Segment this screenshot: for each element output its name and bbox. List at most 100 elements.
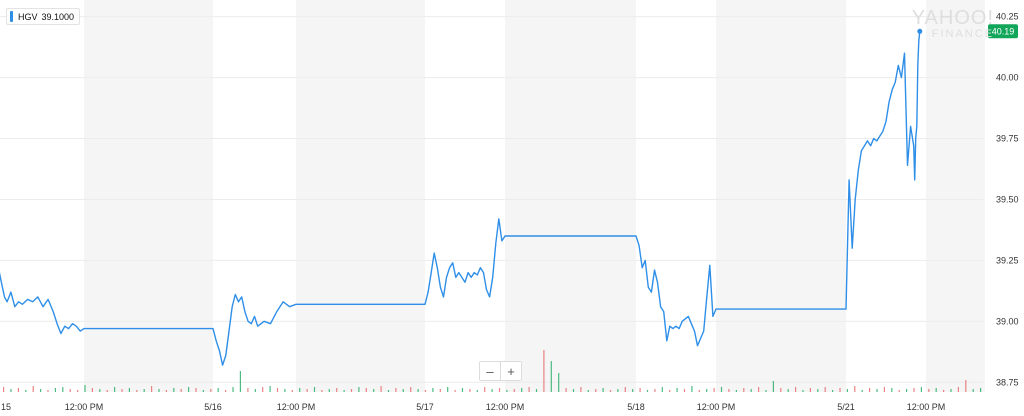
ticker-chip[interactable]: HGV 39.1000 xyxy=(6,8,81,25)
volume-bar xyxy=(624,387,626,392)
volume-bar xyxy=(661,387,663,392)
volume-bar xyxy=(121,389,123,392)
volume-bar xyxy=(980,388,982,392)
session-band xyxy=(926,0,985,392)
volume-bar xyxy=(165,390,167,392)
volume-bar xyxy=(491,389,493,392)
volume-bar xyxy=(832,390,834,392)
y-tick-label: 39.50 xyxy=(996,194,1019,204)
volume-bar xyxy=(69,389,71,392)
volume-bar xyxy=(210,389,212,392)
session-bands xyxy=(84,0,985,392)
volume-bar xyxy=(943,390,945,392)
volume-bar xyxy=(306,389,308,392)
volume-bar xyxy=(3,387,5,392)
volume-bar xyxy=(269,386,271,392)
x-tick-label: 15 xyxy=(1,402,11,412)
volume-bar xyxy=(32,386,34,392)
volume-bar xyxy=(535,389,538,392)
y-tick-label: 38.75 xyxy=(996,377,1019,387)
y-tick-label: 39.75 xyxy=(996,134,1019,144)
y-axis: 38.75 39.00 39.25 39.50 39.75 40.00 40.25 xyxy=(996,12,1019,388)
volume-bar xyxy=(158,389,160,392)
volume-bar xyxy=(935,388,937,392)
volume-bar xyxy=(225,390,227,392)
volume-bar xyxy=(602,388,604,392)
volume-bar xyxy=(276,388,279,392)
volume-bar xyxy=(321,390,323,392)
volume-bar xyxy=(706,389,708,392)
volume-bar xyxy=(772,381,774,392)
zoom-out-button[interactable]: – xyxy=(480,362,500,380)
volume-bar xyxy=(920,387,922,392)
ticker-symbol: HGV xyxy=(18,11,38,22)
volume-bar xyxy=(698,390,700,392)
zoom-controls: – + xyxy=(479,361,522,381)
volume-bar xyxy=(106,390,108,392)
volume-bar xyxy=(950,389,952,392)
volume-bar xyxy=(543,350,545,392)
volume-bar xyxy=(750,389,752,392)
volume-bar xyxy=(632,389,634,392)
volume-bar xyxy=(17,388,19,392)
volume-bar xyxy=(380,386,382,392)
volume-bar xyxy=(476,390,478,392)
volume-bar xyxy=(387,390,390,392)
session-band xyxy=(505,0,636,392)
volume-bar xyxy=(498,388,501,392)
session-band xyxy=(716,0,846,392)
volume-bar xyxy=(609,390,612,392)
volume-bar xyxy=(402,389,404,392)
volume-bar xyxy=(558,373,560,392)
gridlines xyxy=(0,16,983,383)
volume-bar xyxy=(521,388,523,392)
session-band xyxy=(84,0,213,392)
volume-bar xyxy=(787,389,789,392)
last-price-marker: 40.19 xyxy=(917,24,1018,39)
volume-bar xyxy=(720,387,723,392)
volume-bar xyxy=(646,390,649,392)
volume-bar xyxy=(195,388,197,392)
volume-bar xyxy=(758,387,760,392)
volume-bar xyxy=(173,388,175,392)
volume-bar xyxy=(417,389,419,392)
volume-bar xyxy=(40,389,42,392)
volume-bar xyxy=(639,388,641,392)
volume-bar xyxy=(861,390,863,392)
x-tick-label: 12:00 PM xyxy=(907,402,946,412)
volume-bar xyxy=(365,388,367,392)
volume-bar xyxy=(358,387,360,392)
volume-bar xyxy=(114,387,116,392)
volume-bar xyxy=(587,390,589,392)
volume-bar xyxy=(965,380,967,392)
volume-bar xyxy=(617,389,619,392)
volume-bar xyxy=(136,390,138,392)
yahoo-finance-watermark: YAHOO! FINANCE xyxy=(912,8,994,40)
volume-bar xyxy=(454,390,456,392)
volume-bar xyxy=(439,389,441,392)
volume-bar xyxy=(669,390,671,392)
volume-bars xyxy=(3,350,982,392)
volume-bar xyxy=(151,386,153,392)
volume-bar xyxy=(928,389,930,392)
volume-bar xyxy=(883,387,885,392)
volume-bar xyxy=(77,390,79,392)
ticker-value: 39.1000 xyxy=(41,11,75,22)
x-axis: 15 12:00 PM 5/16 12:00 PM 5/17 12:00 PM 5/18 12… xyxy=(1,402,945,412)
volume-bar xyxy=(550,361,552,392)
volume-bar xyxy=(780,388,782,392)
volume-bar xyxy=(735,390,737,392)
session-band xyxy=(296,0,425,392)
volume-bar xyxy=(817,389,819,392)
volume-bar xyxy=(484,387,486,392)
volume-bar xyxy=(128,388,130,392)
x-tick-label: 5/21 xyxy=(837,402,855,412)
volume-bar xyxy=(328,389,330,392)
volume-bar xyxy=(188,387,190,392)
last-price-dot xyxy=(917,28,923,34)
volume-bar xyxy=(654,389,656,392)
volume-bar xyxy=(373,389,375,392)
volume-bar xyxy=(728,389,730,392)
zoom-in-button[interactable]: + xyxy=(500,362,521,380)
